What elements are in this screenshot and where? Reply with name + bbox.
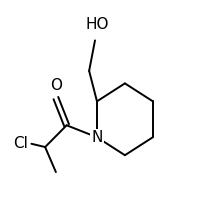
Text: HO: HO — [85, 17, 109, 32]
Text: Cl: Cl — [13, 136, 28, 151]
Text: N: N — [91, 130, 103, 145]
Text: O: O — [50, 78, 62, 93]
